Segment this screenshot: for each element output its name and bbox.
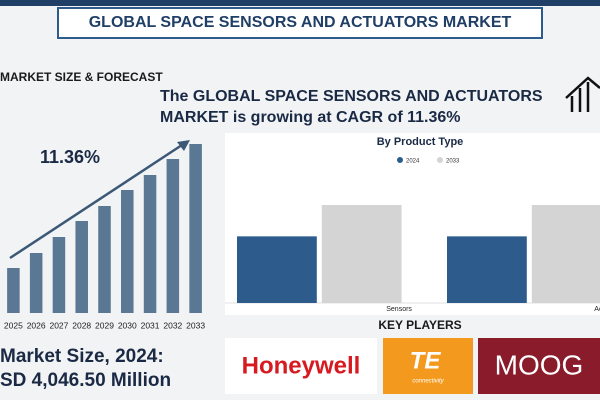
logo-text: connectivity — [412, 379, 444, 385]
bar — [237, 236, 317, 303]
x-tick-label: 2032 — [163, 320, 182, 330]
x-tick-label: 2027 — [49, 320, 68, 330]
cagr-annotation: 11.36% — [40, 147, 100, 167]
bar — [7, 268, 20, 313]
title-box — [57, 7, 543, 39]
bar — [166, 159, 180, 313]
chart-title: By Product Type — [377, 136, 464, 148]
x-tick-label: Actuators — [594, 306, 600, 313]
key-players-title: KEY PLAYERS — [378, 318, 461, 332]
logo-box — [225, 338, 377, 394]
section-title: MARKET SIZE & FORECAST — [0, 70, 163, 84]
x-tick-label: 2026 — [27, 320, 46, 330]
bar — [98, 206, 111, 313]
logo-text: Honeywell — [242, 352, 361, 379]
logo-text: MOOG — [495, 349, 584, 380]
bar — [52, 237, 66, 313]
legend-swatch — [437, 157, 443, 163]
headline: MARKET is growing at CAGR of 11.36% — [160, 109, 460, 126]
logo-box — [478, 338, 600, 394]
x-tick-label: 2029 — [95, 320, 114, 330]
house-icon — [565, 76, 600, 112]
x-tick-label: 2028 — [72, 320, 91, 330]
x-tick-label: Sensors — [386, 306, 412, 313]
headline: The GLOBAL SPACE SENSORS AND ACTUATORS — [160, 88, 543, 105]
bar — [75, 221, 88, 313]
bar — [143, 175, 157, 313]
x-tick-label: 2030 — [118, 320, 137, 330]
logo-text: TE — [410, 347, 442, 374]
arrow-head — [177, 140, 190, 151]
bar — [447, 236, 527, 303]
page-title: GLOBAL SPACE SENSORS AND ACTUATORS MARKE… — [89, 14, 512, 31]
market-size-label: Market Size, 2024: — [0, 346, 164, 367]
legend-label: 2024 — [406, 159, 420, 165]
bar — [531, 205, 600, 303]
legend-label: 2033 — [446, 159, 460, 165]
bar — [29, 253, 43, 313]
top-strip — [0, 0, 600, 6]
x-tick-label: 2033 — [186, 320, 205, 330]
bar — [121, 190, 134, 313]
x-tick-label: 2025 — [4, 320, 23, 330]
legend-swatch — [397, 157, 403, 163]
bar — [321, 205, 402, 303]
trend-arrow — [9, 141, 186, 260]
x-tick-label: 2031 — [141, 320, 160, 330]
logo-box — [383, 338, 473, 394]
market-size-value: SD 4,046.50 Million — [0, 370, 171, 391]
bar — [189, 144, 202, 313]
